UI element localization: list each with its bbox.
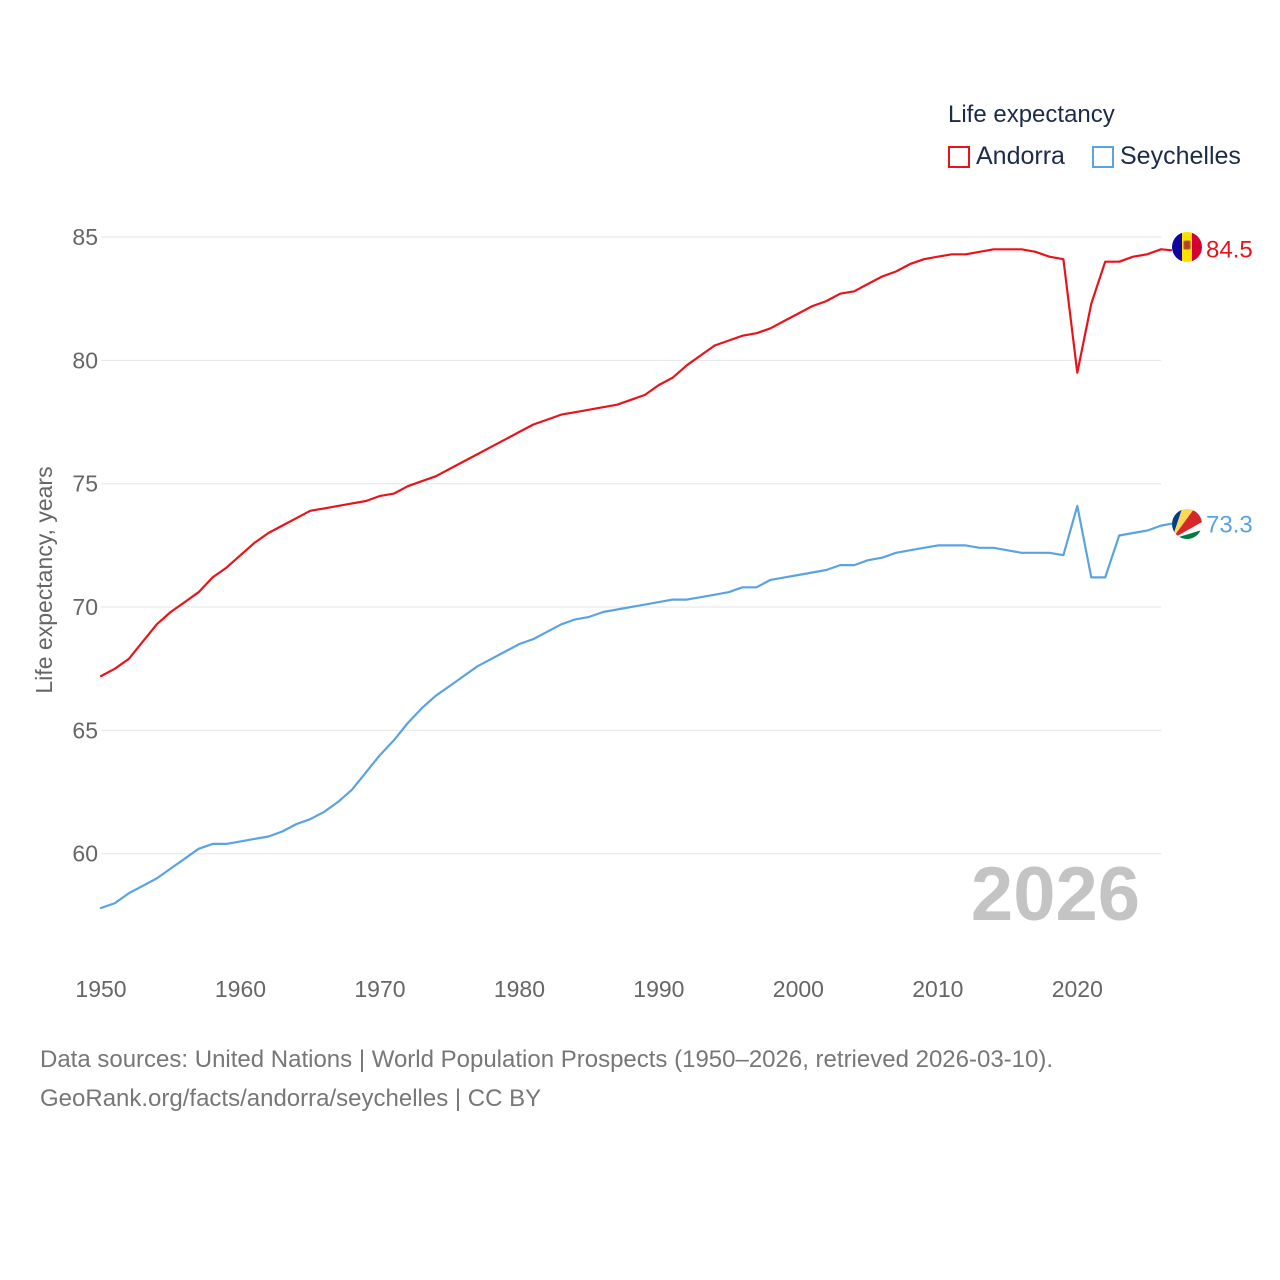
y-tick-label: 75 [72,471,98,497]
series-layer: 84.5 73.3 [99,236,1253,910]
y-axis-ticks: 60 65 70 75 80 85 [72,224,98,867]
end-connector-andorra [1160,248,1173,252]
seychelles-flag-icon [1172,509,1202,539]
series-line-seychelles[interactable] [99,504,1163,910]
x-axis-ticks: 1950 1960 1970 1980 1990 2000 2010 2020 [75,976,1102,1002]
andorra-flag-icon [1172,232,1202,262]
legend-label-andorra: Andorra [976,142,1065,170]
y-tick-label: 70 [72,594,98,620]
year-watermark: 2026 [971,852,1140,937]
series-line-andorra[interactable] [99,248,1163,678]
y-tick-label: 60 [72,841,98,867]
grid-lines [101,236,1161,855]
y-tick-label: 65 [72,717,98,743]
x-tick-label: 2000 [773,976,824,1002]
x-tick-label: 1950 [75,976,126,1002]
x-tick-label: 1960 [215,976,266,1002]
x-tick-label: 1990 [633,976,684,1002]
footer-attribution[interactable]: GeoRank.org/facts/andorra/seychelles | C… [40,1085,542,1112]
legend-item-seychelles[interactable]: Seychelles [1092,142,1241,171]
x-tick-label: 1970 [354,976,405,1002]
x-tick-label: 1980 [494,976,545,1002]
legend-label-seychelles: Seychelles [1120,142,1241,170]
legend-swatch-seychelles [1092,145,1114,168]
y-tick-label: 80 [72,347,98,373]
x-tick-label: 2020 [1052,976,1103,1002]
end-value-label-andorra: 84.5 [1206,236,1253,263]
footer-sources: Data sources: United Nations | World Pop… [40,1046,1054,1073]
y-axis-title: Life expectancy, years [31,466,57,693]
legend-swatch-andorra [948,145,970,168]
legend-item-andorra[interactable]: Andorra [948,142,1065,171]
end-value-label-seychelles: 73.3 [1206,512,1253,539]
x-tick-label: 2010 [912,976,963,1002]
end-connector-seychelles [1160,522,1173,527]
legend-title: Life expectancy [948,101,1115,128]
y-tick-label: 85 [72,224,98,250]
